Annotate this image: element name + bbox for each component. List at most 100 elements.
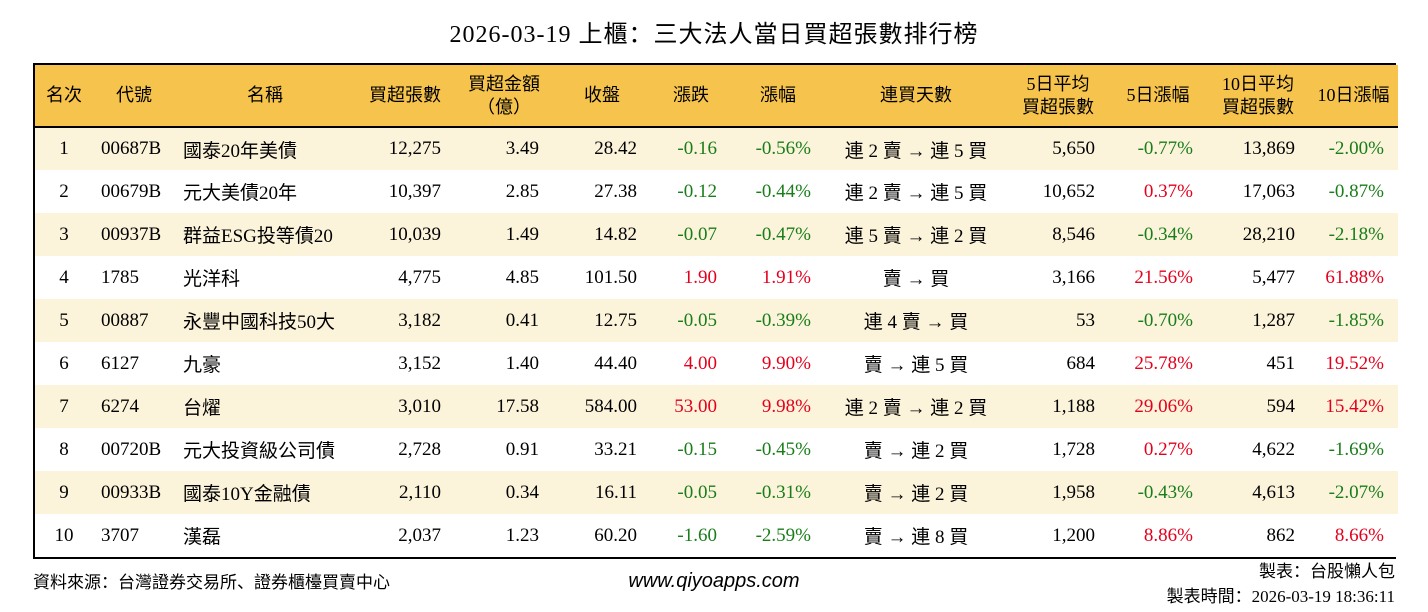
ranking-table: 名次 代號 名稱 買超張數 買超金額 （億） 收盤 漲跌 漲幅 連買天數 5日平均 買超張數 5日漲… [33,63,1398,559]
cell-rank: 6 [59,352,69,374]
cell-d10_avg: 5,477 [1252,266,1295,288]
cell-rank: 5 [59,309,69,331]
cell-d5_pct: 0.27% [1143,438,1193,460]
cell-name: 台燿 [183,398,222,419]
cell-rank: 8 [59,438,69,460]
cell-d5_avg: 53 [1076,309,1095,331]
cell-rank: 2 [59,180,69,202]
cell-d10_pct: 61.88% [1325,266,1384,288]
cell-d10_pct: 19.52% [1325,352,1384,374]
cell-code: 00679B [101,180,162,202]
column-header-rank: 名次 [35,65,93,128]
cell-change: -0.05 [677,309,717,331]
table-row: 8 00720B 元大投資級公司債 2,728 0.91 33.21 -0.15 -0.45%… [35,428,1398,471]
column-header-close: 收盤 [553,65,651,128]
cell-d10_pct: -1.69% [1328,438,1384,460]
column-header-amount: 買超金額 （億） [455,65,553,128]
cell-net_buy: 3,010 [398,395,441,417]
cell-d5_avg: 1,200 [1052,524,1095,546]
cell-name: 國泰10Y金融債 [183,484,311,505]
cell-rank: 10 [54,524,74,546]
cell-d5_pct: 21.56% [1134,266,1193,288]
cell-change_pct: 1.91% [761,266,811,288]
cell-amount: 0.34 [505,481,539,503]
table-row: 10 3707 漢磊 2,037 1.23 60.20 -1.60 -2.59% 賣 → 連 8… [35,514,1398,557]
cell-close: 12.75 [594,309,637,331]
cell-change: 1.90 [683,266,717,288]
cell-amount: 0.91 [505,438,539,460]
cell-streak: 連 5 賣 → 連 2 買 [844,226,988,247]
cell-code: 00687B [101,138,162,159]
table-row: 6 6127 九豪 3,152 1.40 44.40 4.00 9.90% 賣 → 連 5 買 6… [35,342,1398,385]
cell-change_pct: -0.47% [755,223,811,245]
cell-d5_pct: -0.34% [1137,223,1193,245]
column-header-change_pct: 漲幅 [731,65,825,128]
cell-d10_pct: -1.85% [1328,309,1384,331]
cell-net_buy: 3,152 [398,352,441,374]
cell-d10_pct: 15.42% [1325,395,1384,417]
cell-change: -0.05 [677,481,717,503]
cell-rank: 1 [59,138,69,159]
cell-change_pct: -0.56% [755,138,811,159]
cell-change_pct: -0.45% [755,438,811,460]
cell-code: 6274 [101,395,139,417]
cell-d5_avg: 10,652 [1042,180,1095,202]
cell-streak: 賣 → 買 [882,269,950,290]
website-text: www.qiyoapps.com [628,570,800,592]
column-header-d5_avg: 5日平均 買超張數 [1007,65,1109,128]
cell-change: 53.00 [674,395,717,417]
cell-d10_pct: -2.18% [1328,223,1384,245]
cell-d5_pct: 25.78% [1134,352,1193,374]
cell-amount: 4.85 [505,266,539,288]
column-header-code: 代號 [93,65,175,128]
cell-d10_avg: 1,287 [1252,309,1295,331]
cell-close: 101.50 [584,266,637,288]
cell-name: 光洋科 [183,269,241,290]
cell-name: 元大美債20年 [183,183,298,204]
cell-code: 1785 [101,266,139,288]
cell-streak: 連 2 賣 → 連 5 買 [844,183,988,204]
cell-amount: 3.49 [505,138,539,159]
column-header-name: 名稱 [175,65,355,128]
table-header: 名次 代號 名稱 買超張數 買超金額 （億） 收盤 漲跌 漲幅 連買天數 5日平均 買超張數 5日漲… [35,65,1398,128]
cell-rank: 7 [59,395,69,417]
cell-close: 16.11 [594,481,637,503]
cell-d10_avg: 17,063 [1242,180,1295,202]
cell-d5_avg: 1,728 [1052,438,1095,460]
cell-change: -0.12 [677,180,717,202]
cell-change_pct: -2.59% [755,524,811,546]
cell-d10_avg: 594 [1266,395,1296,417]
cell-d5_pct: 8.86% [1143,524,1193,546]
cell-d5_avg: 1,958 [1052,481,1095,503]
cell-net_buy: 2,728 [398,438,441,460]
table-header-row: 名次 代號 名稱 買超張數 買超金額 （億） 收盤 漲跌 漲幅 連買天數 5日平均 買超張數 5日漲… [35,65,1398,128]
cell-code: 6127 [101,352,139,374]
cell-code: 3707 [101,524,139,546]
table-row: 2 00679B 元大美債20年 10,397 2.85 27.38 -0.12 -0.44%… [35,170,1398,213]
cell-code: 00937B [101,223,162,245]
cell-change: 4.00 [683,352,717,374]
page-title: 2026-03-19 上櫃：三大法人當日買超張數排行榜 [449,22,979,48]
cell-d10_pct: -2.07% [1328,481,1384,503]
cell-name: 漢磊 [183,527,222,548]
cell-net_buy: 12,275 [388,138,441,159]
cell-code: 00720B [101,438,162,460]
cell-d10_pct: 8.66% [1334,524,1384,546]
cell-change_pct: 9.90% [761,352,811,374]
cell-close: 28.42 [594,138,637,159]
cell-close: 584.00 [584,395,637,417]
cell-net_buy: 2,110 [398,481,441,503]
cell-code: 00933B [101,481,162,503]
cell-d10_avg: 451 [1266,352,1296,374]
cell-net_buy: 2,037 [398,524,441,546]
cell-amount: 0.41 [505,309,539,331]
cell-close: 33.21 [594,438,637,460]
cell-change: -1.60 [677,524,717,546]
report-maker: 製表：台股懶人包 [1259,562,1395,581]
cell-change: -0.07 [677,223,717,245]
cell-d5_avg: 8,546 [1052,223,1095,245]
cell-rank: 3 [59,223,69,245]
cell-name: 國泰20年美債 [183,140,298,162]
cell-streak: 賣 → 連 8 買 [863,527,969,548]
table-row: 1 00687B 國泰20年美債 12,275 3.49 28.42 -0.16 -0.56%… [35,127,1398,170]
